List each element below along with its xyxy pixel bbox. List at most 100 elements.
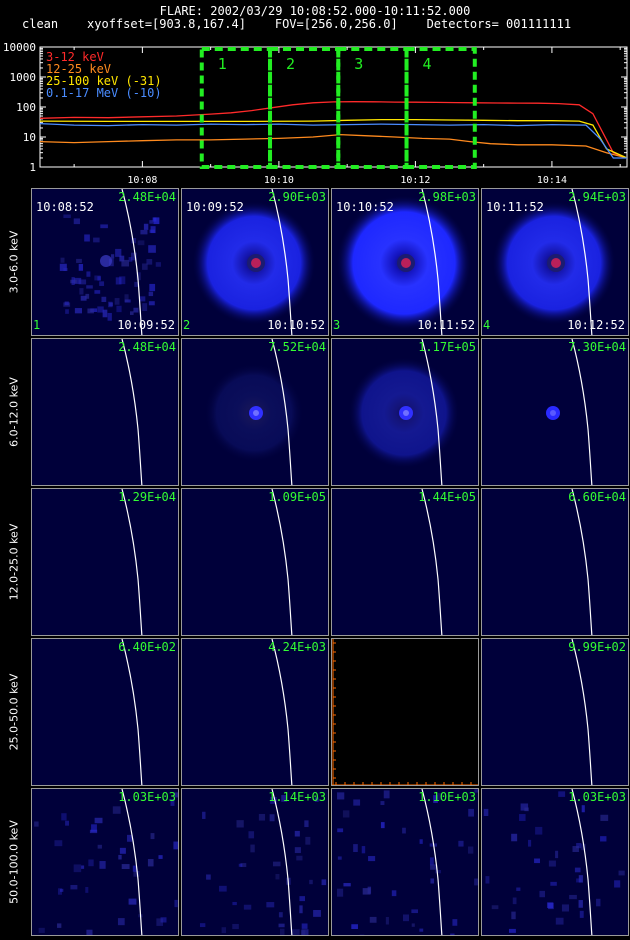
noise-blob	[275, 873, 280, 880]
noise-blob	[359, 934, 365, 935]
max-value-label: 1.44E+05	[418, 490, 476, 504]
noise-blob	[99, 281, 105, 286]
y-tick-label: 100	[16, 101, 36, 114]
noise-blob	[112, 806, 121, 814]
max-value-label: 1.09E+05	[268, 490, 326, 504]
series-line	[40, 133, 627, 159]
max-value-label: 2.90E+03	[268, 190, 326, 204]
noise-blob	[572, 846, 579, 852]
noise-blob	[299, 905, 303, 914]
observation-parameters: clean xyoffset=[903.8,167.4] FOV=[256.0,…	[22, 17, 572, 31]
image-canvas	[121, 489, 143, 635]
noise-blob	[278, 912, 283, 918]
noise-blob	[107, 312, 112, 321]
noise-blob	[337, 828, 344, 833]
noise-blob	[411, 909, 418, 914]
interval-index: 2	[183, 318, 191, 332]
max-value-label: 1.10E+03	[418, 790, 476, 804]
noise-blob	[71, 277, 75, 285]
noise-blob	[202, 811, 206, 819]
interval-box	[336, 47, 409, 169]
noise-blob	[579, 910, 584, 918]
noise-blob	[361, 846, 366, 854]
noise-blob	[279, 928, 285, 935]
noise-blob	[57, 888, 62, 895]
noise-blob	[452, 919, 458, 926]
noise-blob	[535, 826, 543, 835]
image-panel: 7.52E+04	[181, 338, 329, 486]
image-canvas	[336, 789, 478, 935]
source-core	[401, 258, 411, 268]
noise-blob	[97, 306, 104, 313]
noise-blob	[519, 814, 526, 821]
noise-blob	[142, 263, 148, 270]
image-panel: 6.60E+04	[481, 488, 629, 636]
noise-blob	[115, 248, 122, 257]
noise-blob	[148, 291, 154, 297]
noise-blob	[474, 789, 478, 793]
noise-blob	[149, 229, 155, 233]
energy-band-label: 50.0-100.0 keV	[4, 788, 24, 936]
image-panel: 1.09E+05	[181, 488, 329, 636]
image-canvas	[121, 339, 143, 485]
noise-blob	[73, 864, 82, 873]
x-tick-label: 10:10	[264, 175, 294, 186]
noise-blob	[300, 930, 306, 935]
noise-blob	[314, 797, 319, 802]
image-panel: 4.24E+03	[181, 638, 329, 786]
noise-blob	[73, 218, 80, 225]
source-core	[251, 258, 261, 268]
noise-blob	[411, 923, 415, 927]
noise-blob	[121, 259, 130, 267]
max-value-label: 2.98E+03	[418, 190, 476, 204]
noise-blob	[342, 810, 350, 818]
noise-blob	[78, 279, 87, 285]
solar-limb	[271, 789, 293, 935]
noise-blob	[119, 847, 126, 854]
noise-blob	[54, 840, 63, 847]
x-tick-label: 10:12	[400, 175, 430, 186]
noise-blob	[278, 923, 285, 928]
image-panel: 2.48E+04	[31, 338, 179, 486]
image-canvas	[199, 789, 327, 935]
noise-blob	[578, 900, 583, 908]
interval-label: 3	[354, 55, 363, 73]
noise-blob	[305, 836, 311, 845]
noise-blob	[419, 839, 423, 844]
noise-blob	[131, 252, 137, 261]
noise-blob	[301, 923, 308, 929]
energy-band-text: 3.0-6.0 keV	[7, 230, 21, 294]
noise-blob	[555, 917, 564, 925]
noise-blob	[61, 813, 67, 821]
noise-blob	[511, 833, 518, 842]
noise-blob	[524, 807, 529, 812]
image-canvas	[271, 489, 293, 635]
noise-blob	[143, 223, 149, 230]
solar-limb	[571, 489, 593, 635]
noise-blob	[299, 896, 306, 902]
image-canvas	[271, 639, 293, 785]
noise-blob	[85, 293, 90, 299]
noise-blob	[618, 870, 625, 876]
image-panel: 1.17E+05	[331, 338, 479, 486]
noise-blob	[170, 798, 175, 806]
interval-label: 1	[218, 55, 227, 73]
image-panel: 1.44E+05	[331, 488, 479, 636]
image-panel: 2.94E+03 10:11:52 10:12:52 4	[481, 188, 629, 336]
noise-blob	[59, 888, 64, 892]
noise-blob	[102, 309, 108, 318]
max-value-label: 6.60E+04	[568, 490, 626, 504]
noise-blob	[100, 224, 108, 229]
max-value-label: 4.24E+03	[268, 640, 326, 654]
noise-blob	[238, 863, 243, 867]
noise-blob	[555, 850, 559, 859]
interval-label: 4	[423, 55, 432, 73]
max-value-label: 2.48E+04	[118, 190, 176, 204]
noise-blob	[419, 928, 424, 932]
noise-blob	[119, 255, 125, 262]
image-canvas	[332, 639, 478, 785]
noise-blob	[385, 916, 389, 925]
noise-blob	[250, 844, 255, 853]
solar-limb	[421, 339, 443, 485]
noise-blob	[131, 237, 137, 244]
